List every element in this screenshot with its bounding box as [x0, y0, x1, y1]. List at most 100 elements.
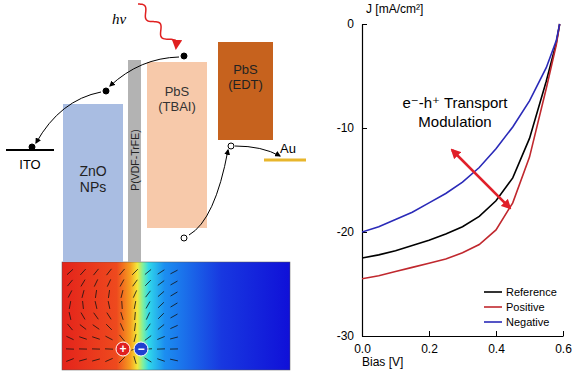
field-arrow: [69, 301, 70, 309]
field-arrow: [157, 359, 165, 362]
tick-label: 0.2: [421, 342, 438, 356]
field-arrow: [158, 291, 164, 296]
field-arrow: [145, 280, 151, 286]
field-arrow: [81, 280, 85, 287]
tick-mark: [496, 331, 497, 336]
device-diagram: +−ZnONPsP(VDF-TrFE)PbS(TBAI)PbS(EDT)ITOA…: [6, 4, 306, 370]
field-arrow: [146, 312, 149, 319]
transfer-arrow: [235, 146, 280, 156]
layer-label: ZnONPs: [79, 163, 106, 195]
field-map: [62, 262, 290, 370]
tick-mark: [429, 331, 430, 336]
field-arrow: [95, 290, 96, 298]
chart: 0.00.20.40.6-30-20-100J [mA/cm²]Bias [V]…: [337, 2, 573, 369]
field-arrow: [133, 280, 138, 286]
field-arrow: [108, 290, 109, 298]
electron: [181, 53, 187, 59]
tick-label: 0.6: [555, 342, 572, 356]
legend-swatch: [484, 291, 502, 293]
jv-curve: [362, 24, 560, 232]
field-arrow: [119, 335, 124, 341]
tick-label: 0: [347, 17, 354, 31]
field-arrow: [105, 358, 112, 361]
axis-line: [363, 336, 564, 337]
field-arrow: [171, 314, 178, 318]
field-arrow: [66, 359, 73, 362]
field-arrow: [134, 356, 136, 364]
field-arrow: [158, 313, 164, 319]
field-arrow: [134, 301, 136, 309]
field-arrow: [107, 269, 112, 275]
field-arrow: [82, 301, 84, 309]
tick: -10: [337, 121, 367, 135]
field-arrow: [80, 269, 85, 275]
modulation-arrow: [452, 150, 510, 208]
field-arrow: [69, 312, 71, 320]
field-arrow: [158, 302, 164, 308]
field-arrow: [119, 357, 125, 363]
tick: 0.6: [555, 331, 572, 356]
jv-curve: [362, 24, 560, 258]
field-arrow: [66, 348, 74, 349]
field-arrow: [157, 336, 164, 339]
field-arrow: [67, 280, 72, 286]
field-arrow: [171, 303, 178, 307]
tick: -30: [337, 329, 367, 343]
field-arrow: [107, 279, 110, 286]
field-arrow: [67, 269, 73, 274]
figure: +−ZnONPsP(VDF-TrFE)PbS(TBAI)PbS(EDT)ITOA…: [0, 0, 582, 372]
transfer-arrow: [36, 92, 101, 143]
field-arrow: [170, 337, 178, 339]
electron: [29, 144, 35, 150]
field-arrow: [119, 269, 124, 275]
electrode-au: [264, 159, 306, 162]
y-axis-title: J [mA/cm²]: [366, 2, 423, 16]
charge: [134, 342, 148, 356]
tick-label: -10: [337, 121, 355, 135]
field-arrow: [134, 334, 136, 342]
legend: ReferencePositiveNegative: [484, 286, 557, 328]
legend-swatch: [484, 321, 502, 323]
field-arrow: [146, 291, 151, 297]
field-arrow: [145, 358, 152, 362]
field-arrow: [170, 348, 178, 349]
hole: [228, 143, 234, 149]
field-arrow: [67, 324, 72, 330]
field-arrow: [94, 313, 99, 320]
x-axis-title: Bias [V]: [362, 355, 403, 369]
field-arrow: [134, 312, 136, 320]
plot-area: [362, 24, 560, 279]
tick-mark: [362, 336, 367, 337]
field-arrow: [171, 281, 178, 285]
tick-label: -20: [337, 225, 355, 239]
field-arrow: [105, 336, 112, 340]
layer-label: PbS(TBAI): [158, 84, 196, 114]
field-arrow: [121, 301, 123, 309]
layer: [147, 62, 207, 228]
legend-label: Positive: [506, 301, 545, 313]
field-arrow: [121, 290, 123, 298]
tick-mark: [563, 331, 564, 336]
hole: [181, 235, 187, 241]
tick-label: 0.4: [488, 342, 505, 356]
field-arrow: [94, 279, 97, 286]
field-arrow: [145, 269, 151, 274]
legend-swatch: [484, 306, 502, 308]
tick: 0: [347, 17, 367, 31]
field-arrow: [171, 292, 178, 296]
field-arrow: [95, 301, 97, 309]
field-arrow: [120, 323, 123, 330]
field-arrow: [146, 302, 150, 309]
tick-mark: [362, 128, 367, 129]
field-arrow: [121, 312, 123, 320]
tick-label: -30: [337, 329, 355, 343]
field-arrow: [79, 348, 87, 349]
field-arrow: [170, 325, 177, 328]
field-arrow: [132, 269, 138, 275]
transfer-arrow: [110, 57, 179, 86]
field-arrow: [105, 348, 113, 349]
legend-label: Reference: [506, 286, 557, 298]
jv-curve: [362, 24, 560, 279]
charge-label: +: [119, 342, 126, 356]
layer-label: PbS(EDT): [228, 62, 263, 92]
